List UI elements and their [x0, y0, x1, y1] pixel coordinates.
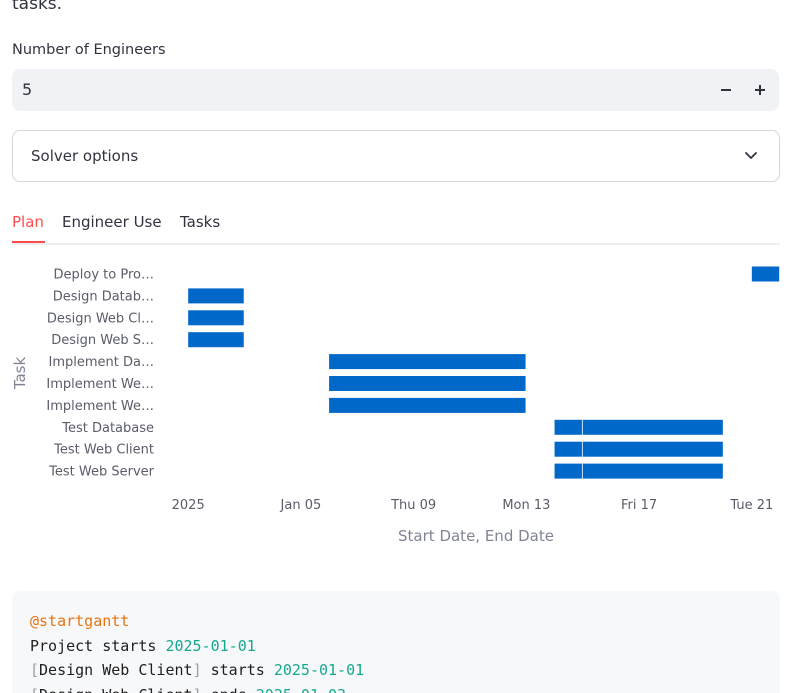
y-tick-label: Test Web Client	[53, 443, 154, 458]
x-tick-label: Fri 17	[621, 498, 657, 513]
y-tick-label: Test Web Server	[48, 465, 154, 480]
code-line: [Design Web Client] starts 2025-01-01	[30, 658, 762, 683]
gantt-bar[interactable]	[188, 332, 244, 348]
y-tick-label: Implement Da…	[49, 355, 154, 370]
code-token: 2025-01-01	[273, 661, 365, 679]
code-line: @startgantt	[30, 609, 762, 634]
x-tick-label: 2025	[172, 498, 205, 513]
tab-bar: Plan Engineer Use Tasks	[12, 205, 780, 245]
x-tick-label: Thu 09	[390, 498, 436, 513]
plus-icon	[755, 85, 765, 95]
code-token: Design Web Client	[39, 661, 193, 679]
chevron-down-icon	[745, 152, 757, 159]
code-line: Project starts 2025-01-01	[30, 634, 762, 659]
gantt-bar[interactable]	[188, 288, 244, 304]
gantt-bar[interactable]	[554, 441, 582, 457]
solver-options-expander[interactable]: Solver options	[12, 130, 780, 182]
code-token: 2025-01-03	[256, 686, 346, 693]
gantt-bar[interactable]	[554, 419, 582, 435]
code-token: [	[30, 686, 39, 693]
gantt-bar[interactable]	[329, 397, 526, 413]
x-tick-label: Mon 13	[502, 498, 550, 513]
increment-button[interactable]	[745, 75, 775, 105]
y-tick-label: Deploy to Pro…	[54, 268, 154, 283]
x-tick-label: Jan 05	[280, 498, 322, 513]
engineers-value[interactable]: 5	[22, 80, 33, 99]
code-token: starts	[201, 661, 274, 679]
code-token: ]	[192, 661, 202, 679]
gantt-bar[interactable]	[188, 310, 244, 326]
y-tick-label: Design Web S…	[51, 333, 154, 348]
code-token: Design Web Client	[39, 686, 193, 693]
engineers-number-input[interactable]: 5	[12, 69, 779, 111]
y-axis-title: Task	[11, 357, 29, 391]
code-token: @startgantt	[30, 612, 130, 630]
plantuml-code-block: @startgantt Project starts 2025-01-01 [Des…	[12, 591, 780, 693]
y-tick-label: Implement We…	[46, 399, 154, 414]
gantt-bar[interactable]	[329, 354, 526, 370]
code-line: [Design Web Client] ends 2025-01-03	[30, 683, 762, 693]
gantt-bar[interactable]	[554, 463, 582, 479]
gantt-bar[interactable]	[329, 376, 526, 391]
gantt-chart: Task Deploy to Pro… Design Datab… Design We…	[11, 266, 780, 545]
y-tick-label: Test Database	[61, 421, 154, 436]
active-tab-indicator	[12, 241, 45, 243]
tab-tasks[interactable]: Tasks	[180, 213, 221, 231]
decrement-button[interactable]	[711, 75, 741, 105]
code-token: ]	[193, 686, 202, 693]
y-tick-label: Design Web Cl…	[47, 311, 154, 326]
gantt-bar[interactable]	[582, 419, 723, 435]
code-token: [	[30, 661, 40, 679]
gantt-bar[interactable]	[751, 266, 780, 282]
gantt-bar[interactable]	[582, 463, 723, 479]
code-token: ends	[202, 686, 256, 693]
x-axis-title: Start Date, End Date	[398, 527, 554, 545]
code-token: 2025-01-01	[165, 636, 256, 655]
y-tick-label: Design Datab…	[53, 289, 154, 304]
solver-options-label: Solver options	[31, 147, 139, 165]
intro-text: tasks.	[12, 0, 63, 14]
minus-icon	[721, 89, 731, 91]
code-token: Project starts	[30, 636, 166, 655]
gantt-bar[interactable]	[582, 441, 723, 457]
x-tick-label: Tue 21	[729, 498, 773, 513]
engineers-label: Number of Engineers	[12, 42, 166, 58]
y-tick-label: Implement We…	[46, 377, 154, 392]
tab-engineer-use[interactable]: Engineer Use	[62, 213, 162, 231]
tab-plan[interactable]: Plan	[12, 213, 44, 231]
